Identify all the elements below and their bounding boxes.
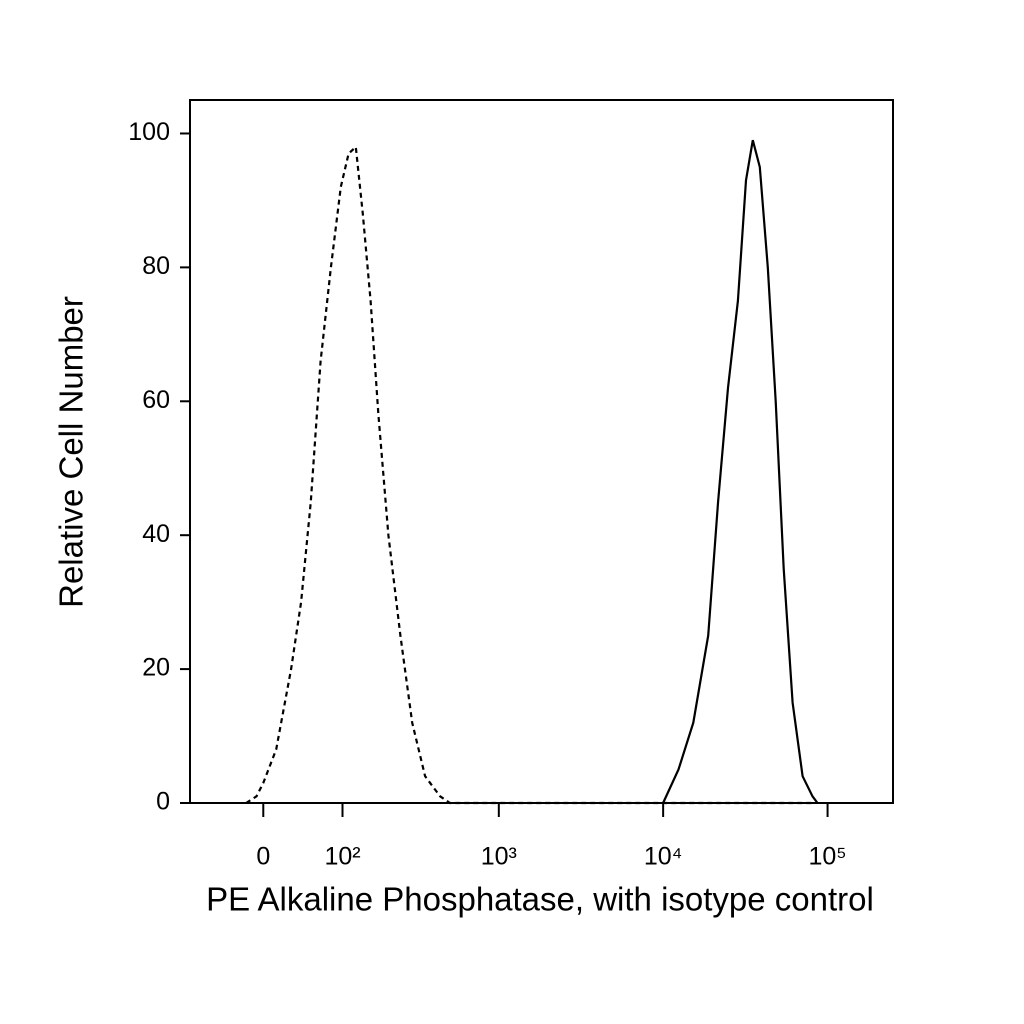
y-tick-label: 0 bbox=[156, 788, 170, 816]
x-tick-label: 10⁵ bbox=[808, 843, 846, 871]
x-tick-label: 10³ bbox=[481, 843, 517, 871]
y-tick-label: 20 bbox=[142, 654, 170, 682]
x-tick-label: 0 bbox=[256, 843, 270, 871]
histogram-line bbox=[245, 144, 812, 805]
y-tick-label: 80 bbox=[142, 252, 170, 280]
y-tick-label: 100 bbox=[128, 118, 170, 146]
y-tick-label: 40 bbox=[142, 520, 170, 548]
x-axis-label: PE Alkaline Phosphatase, with isotype co… bbox=[206, 881, 874, 918]
x-tick-label: 10² bbox=[324, 843, 360, 871]
y-axis-label: Relative Cell Number bbox=[53, 296, 90, 608]
histogram-line bbox=[662, 139, 819, 804]
y-tick-label: 60 bbox=[142, 386, 170, 414]
x-tick-label: 10⁴ bbox=[644, 843, 683, 871]
plot-frame bbox=[189, 99, 894, 804]
